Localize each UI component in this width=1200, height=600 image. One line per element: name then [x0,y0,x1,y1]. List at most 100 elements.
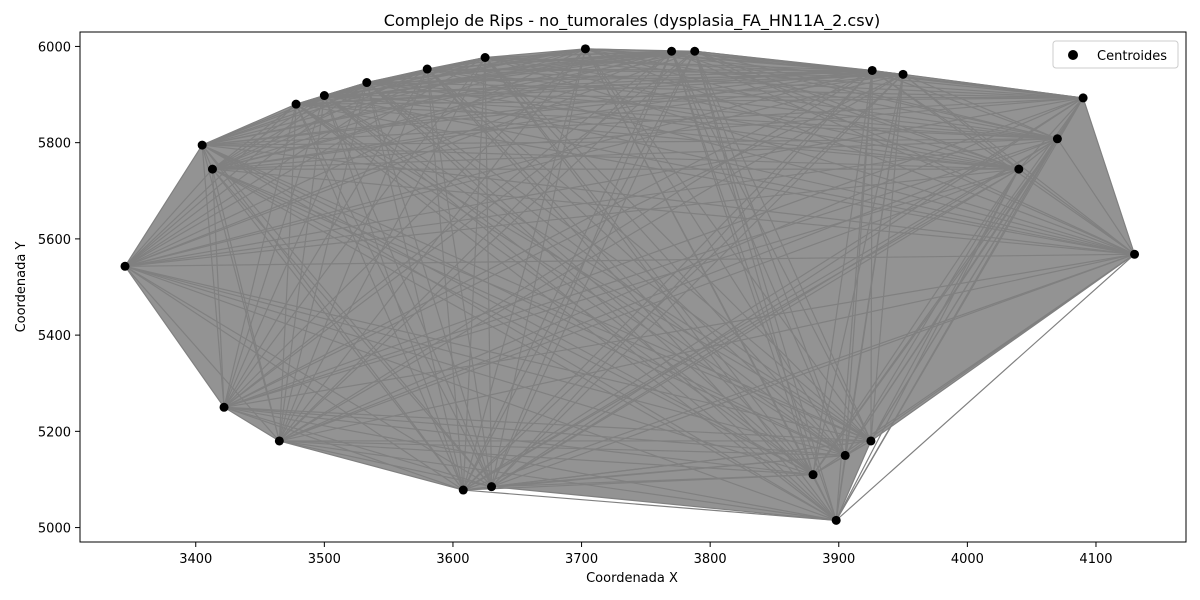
centroid-point [831,515,841,525]
rips-edge [426,68,493,487]
rips-edge [491,138,1058,488]
x-tick-label: 4000 [951,552,984,567]
rips-edge [124,69,873,267]
rips-edge [694,50,1135,255]
centroid-point [898,69,908,79]
rips-edge [296,103,1058,140]
centroid-point [808,470,818,480]
rips-edge [835,168,1020,521]
rips-edge [902,73,1058,140]
rips-edge [202,144,1135,255]
rips-edge [484,56,1135,255]
rips-edge [324,69,873,97]
rips-edge [295,103,493,487]
centroid-point [422,64,432,74]
rips-edge [212,95,325,170]
centroid-point [487,482,497,492]
centroid-point [291,99,301,109]
centroid-point [219,402,229,412]
rips-edge [296,103,1019,170]
rips-edge [124,144,203,267]
rips-edge [462,50,696,491]
rips-edge [671,50,872,442]
rips-edge [323,95,837,521]
rips-edge [223,168,1019,408]
rips-edge [870,70,873,441]
rips-edge [279,440,464,491]
rips-edge [491,454,846,488]
rips-edge [671,50,1135,255]
rips-edge [212,168,814,476]
rips-edge [279,440,814,476]
rips-edge [324,95,846,456]
rips-edge [844,97,1084,456]
rips-edge [694,50,1020,170]
rips-edge [485,48,586,59]
rips-edge [366,82,493,487]
rips-edge [427,68,904,75]
rips-edge [124,168,213,267]
rips-edge [812,70,873,475]
x-axis-label: Coordenada X [586,571,678,586]
legend-marker [1068,50,1078,60]
rips-edge [366,82,814,476]
rips-edge [278,57,486,442]
legend-box [1052,40,1179,69]
rips-edge [366,81,1019,170]
rips-edge [223,406,492,488]
rips-edge [201,144,872,442]
rips-edge [694,51,837,521]
rips-edge [835,440,872,521]
rips-edge [212,168,492,488]
rips-edge [1018,97,1084,170]
rips-edge [223,57,486,408]
rips-edge [124,73,904,267]
x-axis-ticks: 3400 3500 3600 3700 3800 3900 4000 4100 [179,542,1113,567]
rips-edge [323,95,814,476]
y-tick-label: 6000 [38,40,71,55]
rips-edge [491,97,1084,488]
rips-edge [835,253,1135,521]
rips-edge [694,50,1084,99]
rips-edge [212,69,873,170]
rips-edge [870,168,1020,442]
rips-edge [124,97,1084,267]
rips-edge [295,103,837,521]
rips-edge [124,265,280,442]
rips-edge [671,51,814,475]
centroid-point [197,140,207,150]
centroid-point [319,91,329,101]
centroid-point [207,164,217,174]
rips-edge [201,145,225,408]
rips-edge [463,253,1135,491]
rips-edge [491,73,904,488]
rips-edge [223,406,464,491]
centroid-point [362,78,372,88]
rips-edge [585,48,1084,99]
rips-edge [426,68,837,521]
centroid-point [667,46,677,56]
x-tick-label: 3500 [308,552,341,567]
rips-edge [366,82,464,491]
rips-edge [462,48,586,491]
rips-edge [124,103,297,267]
rips-edge [491,486,837,521]
rips-edge [427,68,1084,99]
rips-edge [211,168,280,442]
rips-edge [211,168,464,491]
rips-edge [1018,168,1135,255]
rips-edge [671,50,1020,170]
rips-edge [223,406,280,442]
centroid-point [840,450,850,460]
rips-edge [671,51,846,456]
y-tick-label: 5400 [38,329,71,344]
rips-edge [902,73,1020,170]
rips-edge [366,82,846,456]
rips-edge [223,68,428,408]
rips-edge [323,95,464,491]
x-tick-label: 3800 [694,552,727,567]
chart-title: Complejo de Rips - no_tumorales (dysplas… [384,11,881,31]
rips-edge [902,73,1084,99]
rips-edge [491,70,873,488]
